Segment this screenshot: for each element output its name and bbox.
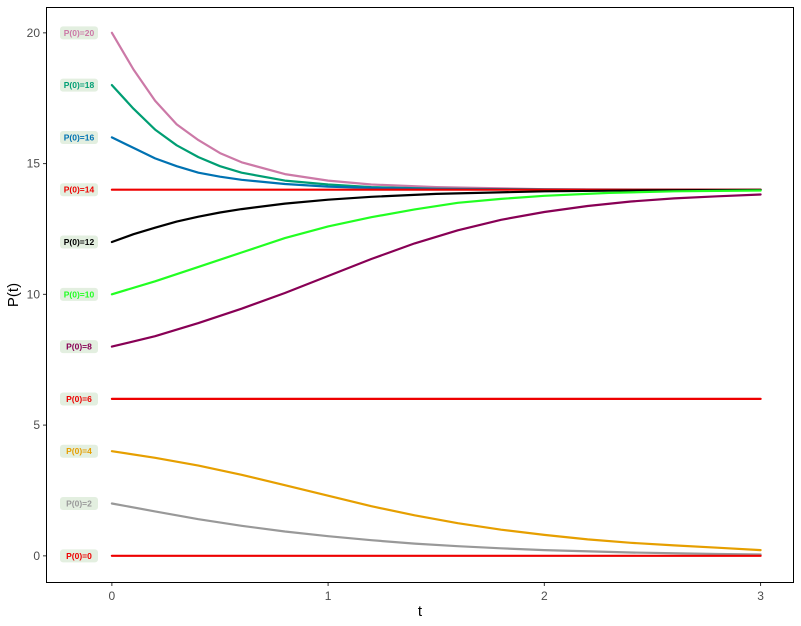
y-tick-label: 0 bbox=[33, 549, 40, 563]
series-label: P(0)=14 bbox=[64, 185, 95, 195]
series-label-box bbox=[60, 549, 98, 563]
series-label-box bbox=[60, 130, 98, 144]
series-line bbox=[110, 188, 762, 244]
series-label-box bbox=[60, 392, 98, 406]
series-label: P(0)=8 bbox=[66, 342, 92, 352]
series-label: P(0)=18 bbox=[64, 80, 95, 90]
y-axis-title: P(t) bbox=[5, 283, 22, 307]
series-label-box bbox=[60, 287, 98, 301]
series-line bbox=[110, 450, 762, 552]
series-label: P(0)=4 bbox=[66, 446, 92, 456]
y-axis: 0 5 10 15 20 bbox=[27, 26, 47, 563]
x-tick-label: 0 bbox=[109, 589, 116, 603]
series-label-box bbox=[60, 26, 98, 40]
x-axis-title: t bbox=[418, 603, 423, 620]
y-tick-label: 20 bbox=[27, 26, 41, 40]
series-label: P(0)=10 bbox=[64, 289, 95, 299]
series-label-box bbox=[60, 497, 98, 511]
x-tick-label: 1 bbox=[325, 589, 332, 603]
series-label: P(0)=20 bbox=[64, 28, 95, 38]
series-label-box bbox=[60, 444, 98, 458]
y-tick-label: 15 bbox=[27, 157, 41, 171]
y-tick-label: 10 bbox=[27, 287, 41, 301]
series-label-box bbox=[60, 78, 98, 92]
series-label: P(0)=2 bbox=[66, 499, 92, 509]
series-label: P(0)=6 bbox=[66, 394, 92, 404]
series-label: P(0)=12 bbox=[64, 237, 95, 247]
series-line bbox=[110, 502, 762, 556]
series-label-box bbox=[60, 183, 98, 197]
x-tick-label: 3 bbox=[757, 589, 764, 603]
series-label-box bbox=[60, 235, 98, 249]
series-label-box bbox=[60, 340, 98, 354]
series-line bbox=[110, 193, 762, 348]
plot-panel-border bbox=[46, 7, 794, 583]
x-tick-label: 2 bbox=[541, 589, 548, 603]
series-lines bbox=[110, 31, 762, 557]
series-labels: P(0)=20 P(0)=18 P(0)=16 P(0)=14 P(0)=12 P(0)=… bbox=[60, 26, 98, 563]
series-label: P(0)=16 bbox=[64, 132, 95, 142]
series-label: P(0)=0 bbox=[66, 551, 92, 561]
y-tick-label: 5 bbox=[33, 418, 40, 432]
series-line bbox=[110, 189, 762, 296]
